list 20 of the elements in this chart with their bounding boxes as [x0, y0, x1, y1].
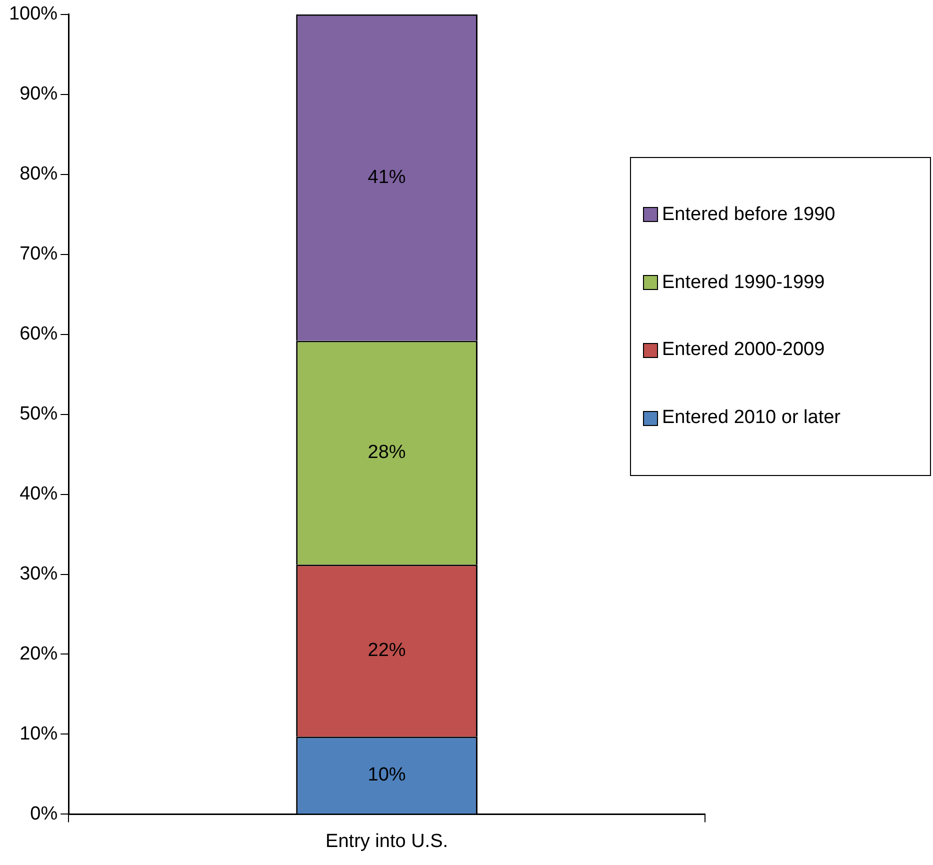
legend-label: Entered 2010 or later [662, 407, 841, 430]
y-tick-label: 70% [20, 244, 58, 265]
y-tick-label: 20% [20, 643, 58, 664]
data-label: 41% [368, 166, 406, 188]
y-tick-label: 60% [20, 324, 58, 345]
y-tick-label: 0% [30, 803, 58, 824]
y-tick-label: 40% [20, 484, 58, 505]
data-label: 10% [368, 764, 406, 786]
legend-label: Entered before 1990 [662, 204, 836, 226]
y-tick-label: 50% [20, 404, 58, 425]
data-label: 22% [368, 640, 406, 661]
legend-label: Entered 2000-2009 [662, 339, 825, 362]
data-label: 28% [368, 442, 406, 463]
y-tick-label: 80% [20, 164, 58, 185]
y-tick-label: 100% [8, 4, 58, 25]
y-tick-label: 90% [20, 84, 58, 105]
x-tick-label: Entry into U.S. [326, 830, 448, 852]
legend-label: Entered 1990-1999 [662, 272, 825, 294]
y-tick-label: 30% [20, 563, 58, 584]
y-tick-label: 10% [20, 723, 58, 744]
